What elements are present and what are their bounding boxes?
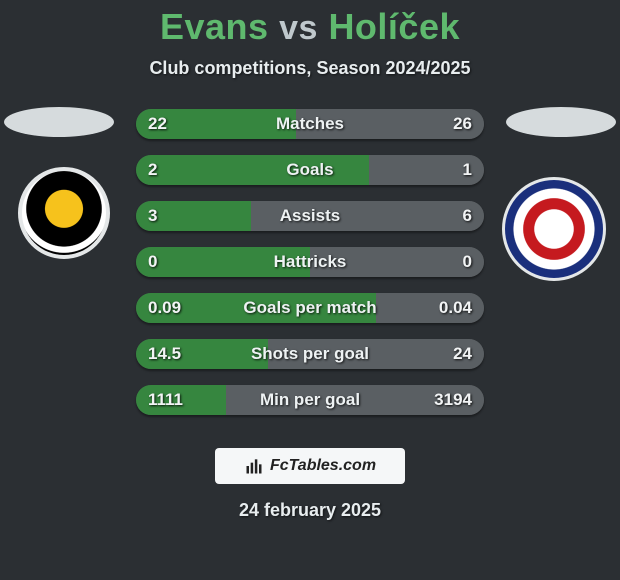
stat-row: 14.524Shots per goal [136,339,484,369]
snapshot-date: 24 february 2025 [0,500,620,521]
player2-name: Holíček [328,6,460,47]
player1-name: Evans [160,6,269,47]
stat-row: 0.090.04Goals per match [136,293,484,323]
stat-row: 00Hattricks [136,247,484,277]
stat-row: 36Assists [136,201,484,231]
vs-text: vs [279,9,318,47]
stats-stage: 2226Matches 21Goals 36Assists 00Hattricks 0.… [0,107,620,427]
stat-label: Goals per match [136,298,484,318]
subtitle: Club competitions, Season 2024/2025 [0,58,620,79]
club-badge-left [18,167,110,259]
stat-label: Matches [136,114,484,134]
stat-bars: 2226Matches 21Goals 36Assists 00Hattricks 0.… [136,109,484,431]
source-logo-text: FcTables.com [270,457,376,475]
stat-label: Goals [136,160,484,180]
stat-row: 2226Matches [136,109,484,139]
stat-row: 11113194Min per goal [136,385,484,415]
chart-icon [244,456,264,476]
comparison-title: Evans vs Holíček [0,0,620,48]
stat-label: Assists [136,206,484,226]
stat-label: Shots per goal [136,344,484,364]
shadow-ellipse-left [4,107,114,137]
shadow-ellipse-right [506,107,616,137]
club-badge-right [502,177,606,281]
source-logo: FcTables.com [215,448,405,484]
stat-label: Min per goal [136,390,484,410]
stat-row: 21Goals [136,155,484,185]
stat-label: Hattricks [136,252,484,272]
